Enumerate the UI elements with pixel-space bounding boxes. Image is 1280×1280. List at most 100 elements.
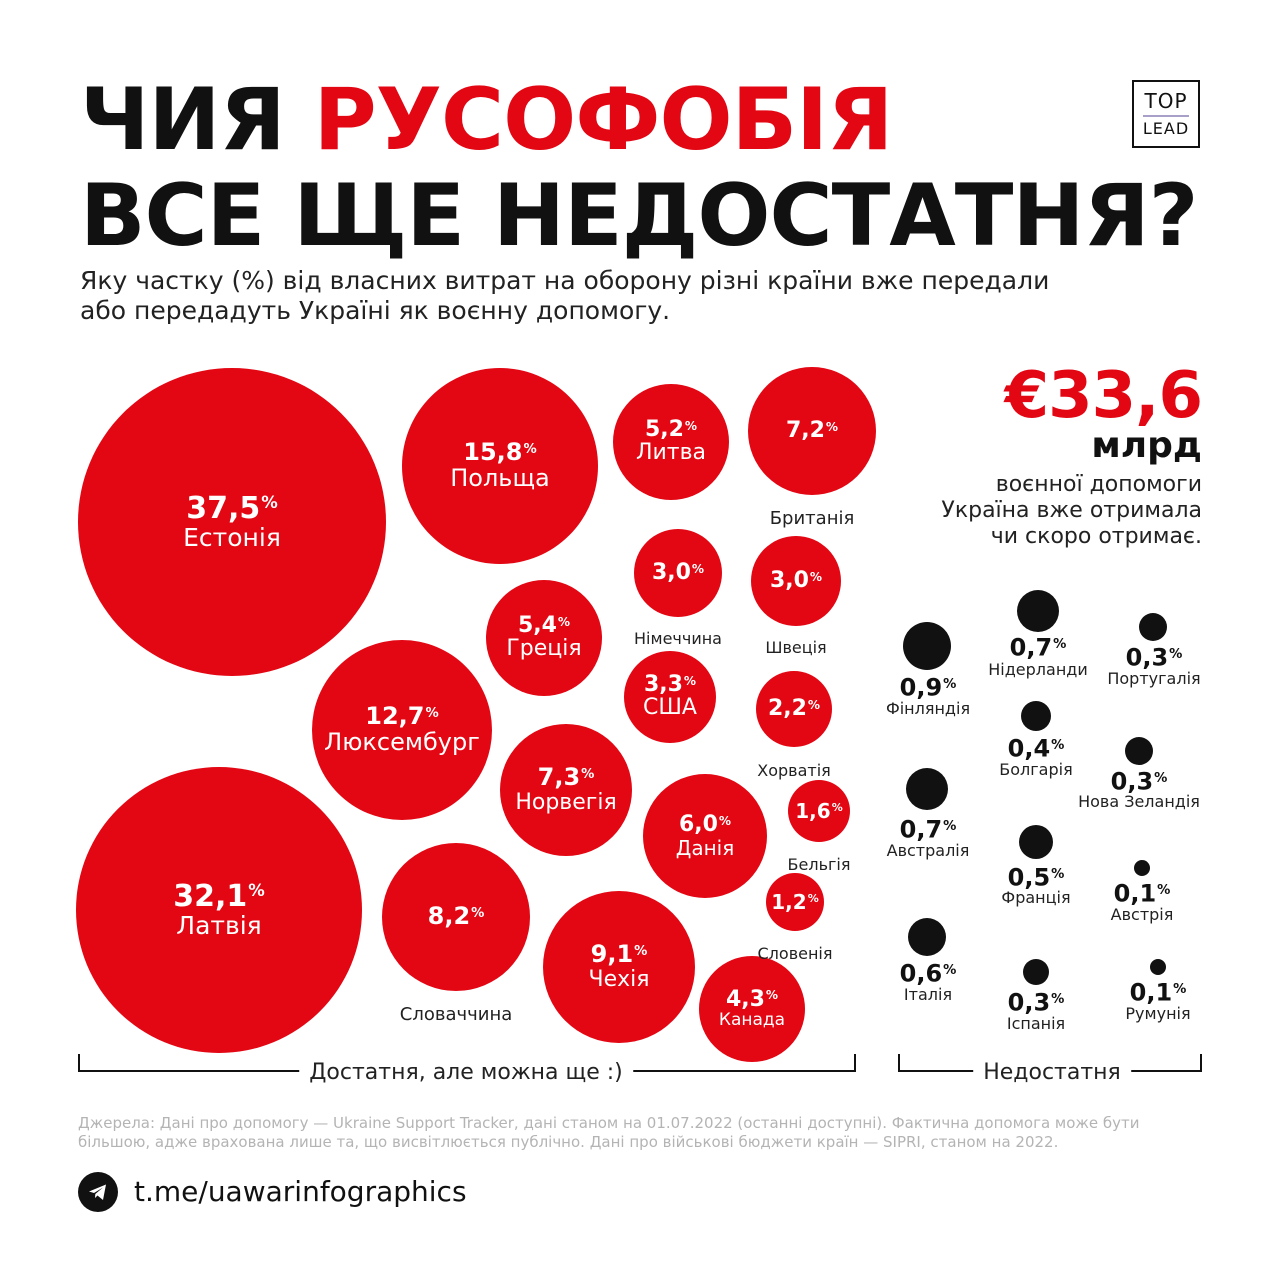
country-label-болгарія: Болгарія xyxy=(999,760,1073,779)
value-label-нова-зеландія: 0,3% xyxy=(1110,767,1168,796)
footer: t.me/uawarinfographics xyxy=(78,1172,467,1212)
toplead-logo: TOP LEAD xyxy=(1132,80,1200,148)
value-label-болгарія: 0,4% xyxy=(1007,734,1065,763)
bubble-естонія: 37,5% Естонія xyxy=(78,368,386,676)
telegram-link[interactable]: t.me/uawarinfographics xyxy=(134,1175,467,1208)
bubble-хорватія: 2,2% xyxy=(756,671,832,747)
bubble-value: 1,6% xyxy=(795,798,843,823)
bubble-нідерланди xyxy=(1017,590,1059,632)
bubble-греція: 5,4% Греція xyxy=(486,580,602,696)
bubble-німеччина: 3,0% xyxy=(634,529,722,617)
country-label-фінляндія: Фінляндія xyxy=(885,699,971,718)
bubble-country-label: Литва xyxy=(635,440,707,466)
sources-note: Джерела: Дані про допомогу — Ukraine Sup… xyxy=(78,1114,1140,1151)
bubble-португалія xyxy=(1139,613,1167,641)
value-label-фінляндія: 0,9% xyxy=(899,673,957,702)
bubble-австрія xyxy=(1134,860,1150,876)
bubble-бельгія: 1,6% xyxy=(788,780,850,842)
country-label-австралія: Австралія xyxy=(886,841,970,860)
country-label-франція: Франція xyxy=(1001,888,1071,907)
bubble-country-label: Данія xyxy=(675,835,735,860)
bubble-value: 4,3% xyxy=(725,987,779,1013)
country-label-словаччина: Словаччина xyxy=(399,1004,513,1025)
bubble-value: 2,2% xyxy=(767,696,821,722)
country-label-румунія: Румунія xyxy=(1125,1004,1191,1023)
country-label-італія: Італія xyxy=(903,985,953,1004)
bubble-value: 37,5% xyxy=(186,490,278,526)
bubble-франція xyxy=(1019,825,1053,859)
bubble-value: 15,8% xyxy=(463,438,537,467)
sufficient-group-label: Достатня, але можна ще :) xyxy=(299,1060,633,1086)
summary-box: €33,6 млрд воєнної допомоги Україна вже … xyxy=(842,359,1203,550)
summary-unit: млрд xyxy=(1091,425,1202,466)
value-label-нідерланди: 0,7% xyxy=(1009,633,1067,662)
country-label-хорватія: Хорватія xyxy=(757,761,831,780)
page-title: ЧИЯ РУСОФОБІЯ ВСЕ ЩЕ НЕДОСТАТНЯ? xyxy=(80,70,1199,266)
country-label-німеччина: Німеччина xyxy=(634,629,722,648)
bubble-value: 8,2% xyxy=(427,902,485,931)
value-label-португалія: 0,3% xyxy=(1125,643,1183,672)
bubble-словенія: 1,2% xyxy=(766,873,824,931)
logo-divider xyxy=(1143,115,1189,117)
value-label-іспанія: 0,3% xyxy=(1007,988,1065,1017)
value-label-австралія: 0,7% xyxy=(899,815,957,844)
bubble-латвія: 32,1% Латвія xyxy=(76,767,362,1053)
bubble-канада: 4,3% Канада xyxy=(699,956,805,1062)
bubble-value: 12,7% xyxy=(365,702,439,731)
bubble-люксембург: 12,7% Люксембург xyxy=(312,640,492,820)
summary-text: воєнної допомоги Україна вже отримала чи… xyxy=(941,472,1202,549)
bubble-country-label: США xyxy=(643,695,697,721)
title-line2: ВСЕ ЩЕ НЕДОСТАТНЯ? xyxy=(80,166,1199,266)
value-label-австрія: 0,1% xyxy=(1113,879,1171,908)
bubble-норвегія: 7,3% Норвегія xyxy=(500,724,632,856)
bubble-чехія: 9,1% Чехія xyxy=(543,891,695,1043)
telegram-icon[interactable] xyxy=(78,1172,118,1212)
summary-amount: €33,6 xyxy=(1004,359,1203,433)
bubble-value: 32,1% xyxy=(173,878,265,914)
bubble-іспанія xyxy=(1023,959,1049,985)
bubble-country-label: Латвія xyxy=(176,911,262,940)
bubble-value: 1,2% xyxy=(771,889,819,914)
value-label-румунія: 0,1% xyxy=(1129,978,1187,1007)
bubble-фінляндія xyxy=(903,622,951,670)
bubble-швеція: 3,0% xyxy=(751,536,841,626)
bubble-польща: 15,8% Польща xyxy=(402,368,598,564)
value-label-італія: 0,6% xyxy=(899,959,957,988)
bubble-country-label: Люксембург xyxy=(324,728,480,757)
bubble-данія: 6,0% Данія xyxy=(643,774,767,898)
country-label-бельгія: Бельгія xyxy=(787,855,851,874)
bubble-country-label: Естонія xyxy=(183,523,281,552)
bubble-словаччина: 8,2% xyxy=(382,843,530,991)
country-label-швеція: Швеція xyxy=(765,638,827,657)
bubble-country-label: Греція xyxy=(506,636,582,662)
bubble-італія xyxy=(908,918,946,956)
bubble-литва: 5,2% Литва xyxy=(613,384,729,500)
bubble-country-label: Чехія xyxy=(588,966,650,992)
bubble-country-label: Канада xyxy=(718,1010,786,1031)
bubble-румунія xyxy=(1150,959,1166,975)
bubble-нова-зеландія xyxy=(1125,737,1153,765)
bubble-сша: 3,3% США xyxy=(624,651,716,743)
subtitle: Яку частку (%) від власних витрат на обо… xyxy=(80,266,1050,325)
bubble-value: 3,0% xyxy=(651,560,705,586)
title-line1-black: ЧИЯ xyxy=(80,70,314,170)
title-line1-red: РУСОФОБІЯ xyxy=(313,70,894,170)
logo-bottom-text: LEAD xyxy=(1142,119,1190,138)
bubble-value: 5,4% xyxy=(517,613,571,639)
country-label-словенія: Словенія xyxy=(757,944,833,963)
bubble-value: 7,2% xyxy=(785,418,839,444)
bubble-value: 9,1% xyxy=(590,940,648,969)
bubble-country-label: Норвегія xyxy=(515,789,617,815)
bubble-value: 7,3% xyxy=(537,763,595,792)
country-label-іспанія: Іспанія xyxy=(1006,1014,1066,1033)
country-label-нова-зеландія: Нова Зеландія xyxy=(1078,792,1200,811)
logo-top-text: TOP xyxy=(1144,89,1188,113)
bubble-value: 3,3% xyxy=(643,672,697,698)
bubble-value: 3,0% xyxy=(769,568,823,594)
value-label-франція: 0,5% xyxy=(1007,863,1065,892)
bubble-болгарія xyxy=(1021,701,1051,731)
bubble-value: 6,0% xyxy=(678,812,732,838)
country-label-британія: Британія xyxy=(769,508,855,529)
insufficient-group-label: Недостатня xyxy=(973,1060,1131,1086)
bubble-британія: 7,2% xyxy=(748,367,876,495)
